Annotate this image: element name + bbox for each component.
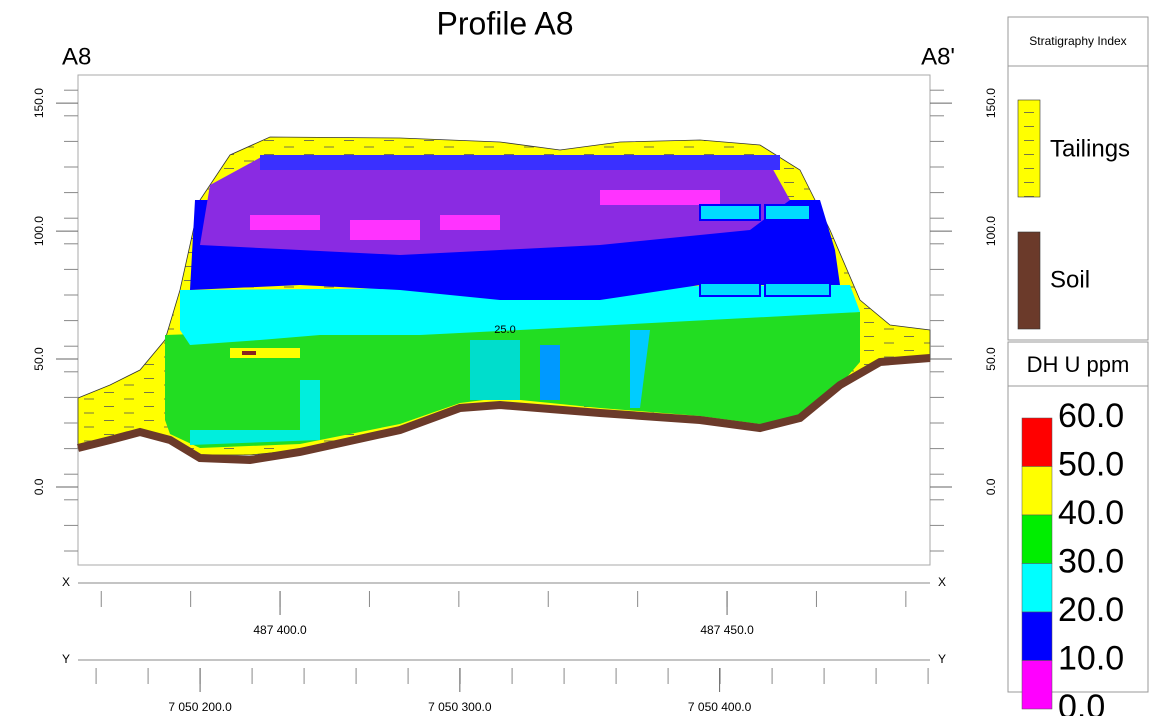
x-tick-label: 7 050 200.0 [168, 700, 232, 714]
legend-label: 40.0 [1058, 494, 1124, 532]
section-left-label: A8 [62, 43, 91, 70]
legend-label: 50.0 [1058, 445, 1124, 483]
x-tick-label: 7 050 300.0 [428, 700, 492, 714]
axes: 0.0 0.0 50.0 50.0 100.0 100.0 150.0 150.0 X X 487 … [32, 88, 998, 714]
soil-swatch [1017, 231, 1041, 330]
y-tick-label: 50.0 [984, 347, 998, 371]
y-tick-label: 100.0 [984, 216, 998, 246]
tailings-swatch [1017, 99, 1041, 198]
axis-name: Y [62, 652, 70, 666]
x-tick-label: 7 050 400.0 [688, 700, 752, 714]
zone-0-10 [200, 155, 790, 255]
axis-name: Y [938, 652, 946, 666]
y-tick-label: 0.0 [32, 478, 46, 495]
y-tick-label: 50.0 [32, 347, 46, 371]
legend-label: 60.0 [1058, 397, 1124, 435]
axis-name: X [62, 575, 70, 589]
zone-10-20 [260, 155, 780, 170]
y-tick-label: 0.0 [984, 478, 998, 495]
zone-50-60 [242, 351, 256, 355]
zone-20-30 [630, 330, 650, 408]
x-tick-label: 487 450.0 [700, 623, 754, 637]
soil-unit [77, 354, 931, 465]
legend-label: 20.0 [1058, 591, 1124, 629]
zone-40-50 [230, 348, 300, 358]
legend-item: Soil [1050, 266, 1090, 293]
zone-20-30 [180, 285, 860, 345]
legend-label: 30.0 [1058, 542, 1124, 580]
zone-20-30 [190, 380, 320, 445]
title: Profile A8 [437, 5, 574, 41]
y-tick-label: 150.0 [32, 88, 46, 118]
legend-label: 10.0 [1058, 639, 1124, 677]
zone-20-30 [470, 340, 520, 400]
x-tick-label: 487 400.0 [253, 623, 307, 637]
legend-swatch [1021, 611, 1053, 661]
legend-title: DH U ppm [1027, 352, 1130, 377]
stratigraphy-legend: Stratigraphy Index Tailings Soil [1007, 16, 1149, 341]
legend-swatch [1021, 417, 1053, 467]
legend-swatch [1021, 466, 1053, 516]
legend-swatch [1021, 563, 1053, 613]
grade-legend: DH U ppm 60.0 50.0 40.0 30.0 20.0 10.0 0.0 [1007, 341, 1149, 721]
y-tick-label: 100.0 [32, 216, 46, 246]
zone-10-20 [540, 345, 560, 400]
plot-frame [77, 74, 931, 566]
zone-0-10 [250, 190, 720, 240]
legend-item: Tailings [1050, 135, 1130, 162]
axis-name: X [938, 575, 946, 589]
legend-swatch [1021, 514, 1053, 564]
cross-section: 25.0 [77, 136, 931, 465]
zone-20-30 [699, 204, 831, 297]
legend-label: 0.0 [1058, 688, 1105, 716]
contour-label: 25.0 [494, 324, 515, 336]
legend-title: Stratigraphy Index [1029, 34, 1126, 48]
section-right-label: A8' [921, 43, 955, 70]
y-tick-label: 150.0 [984, 88, 998, 118]
legend-swatch [1021, 660, 1053, 710]
